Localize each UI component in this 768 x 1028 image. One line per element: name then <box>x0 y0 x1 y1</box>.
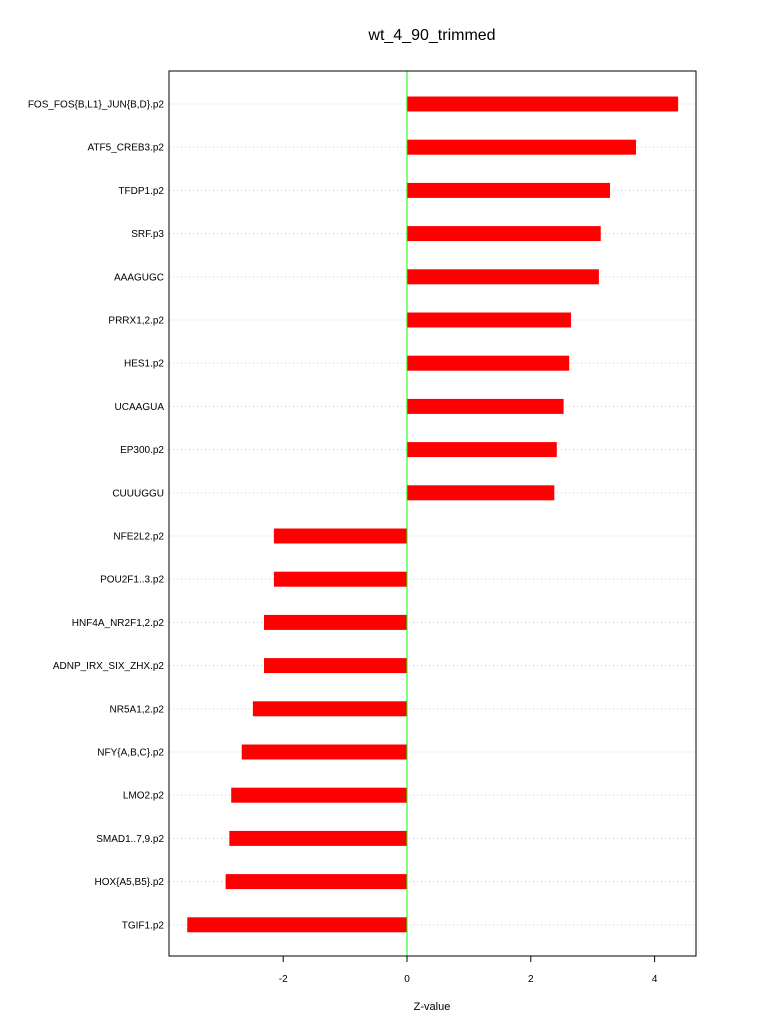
bar <box>273 571 407 587</box>
bar <box>407 355 570 371</box>
x-tick-label: -2 <box>279 974 288 985</box>
category-label: SMAD1..7,9.p2 <box>96 834 164 845</box>
x-tick-label: 4 <box>652 974 658 985</box>
bar <box>407 485 555 501</box>
bar <box>407 226 601 242</box>
category-label: HOX{A5,B5}.p2 <box>95 877 165 888</box>
category-label: ADNP_IRX_SIX_ZHX.p2 <box>53 661 165 672</box>
category-label: SRF.p3 <box>131 229 164 240</box>
bar <box>252 701 407 717</box>
bar-layer <box>187 96 679 933</box>
bar <box>273 528 407 544</box>
bar <box>407 269 599 285</box>
category-label: POU2F1..3.p2 <box>100 575 164 586</box>
category-label: ATF5_CREB3.p2 <box>87 143 164 154</box>
bar <box>407 96 679 112</box>
chart-title: wt_4_90_trimmed <box>367 27 495 44</box>
category-label: EP300.p2 <box>120 445 164 456</box>
bar <box>407 398 564 414</box>
x-axis-label: Z-value <box>414 1001 451 1013</box>
bar <box>229 830 407 846</box>
bar <box>264 614 407 630</box>
category-labels: FOS_FOS{B,L1}_JUN{B,D}.p2 ATF5_CREB3.p2 TF… <box>28 100 165 932</box>
category-label: HES1.p2 <box>124 359 164 370</box>
category-label: NFE2L2.p2 <box>113 532 164 543</box>
category-label: TGIF1.p2 <box>122 920 165 931</box>
category-label: LMO2.p2 <box>123 791 165 802</box>
category-label: NFY{A,B,C}.p2 <box>97 748 164 759</box>
category-label: NR5A1,2.p2 <box>110 704 165 715</box>
bar <box>225 874 407 890</box>
bar <box>187 917 407 933</box>
bar <box>407 182 611 198</box>
category-label: PRRX1,2.p2 <box>108 316 164 327</box>
plot-frame <box>168 70 697 957</box>
bar <box>407 442 557 458</box>
category-label: CUUUGGU <box>112 488 164 499</box>
bar <box>264 658 407 674</box>
category-label: FOS_FOS{B,L1}_JUN{B,D}.p2 <box>28 100 165 111</box>
category-label: TFDP1.p2 <box>118 186 164 197</box>
x-axis: -2 0 2 4 <box>279 955 658 985</box>
category-label: HNF4A_NR2F1,2.p2 <box>72 618 165 629</box>
category-label: UCAAGUA <box>115 402 165 413</box>
category-label: AAAGUGC <box>114 272 164 283</box>
bar <box>231 787 407 803</box>
bar <box>407 312 572 328</box>
bar <box>241 744 407 760</box>
bar <box>407 139 637 155</box>
x-tick-label: 2 <box>528 974 534 985</box>
x-tick-label: 0 <box>404 974 410 985</box>
